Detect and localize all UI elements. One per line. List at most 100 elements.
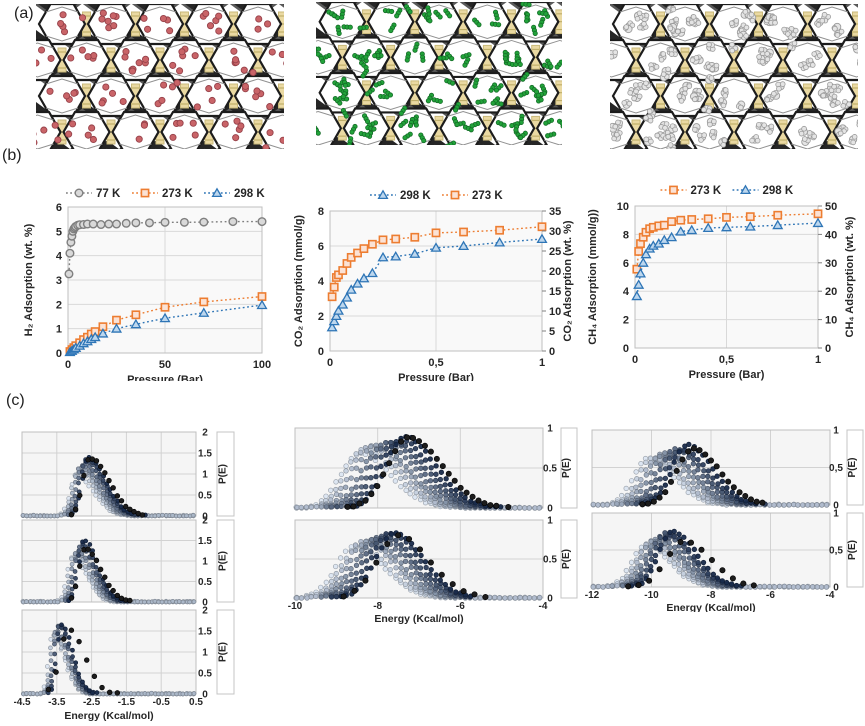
svg-text:6: 6 xyxy=(318,241,324,253)
svg-text:77 K: 77 K xyxy=(96,188,121,200)
svg-text:-10: -10 xyxy=(288,601,303,612)
svg-text:100: 100 xyxy=(253,359,271,371)
svg-text:P(E): P(E) xyxy=(218,642,229,662)
svg-text:-1.5: -1.5 xyxy=(118,697,136,708)
svg-text:30: 30 xyxy=(825,258,837,270)
svg-text:-8: -8 xyxy=(373,601,382,612)
svg-text:Pressure (Bar): Pressure (Bar) xyxy=(127,374,203,381)
svg-text:2: 2 xyxy=(202,516,208,527)
svg-text:5: 5 xyxy=(56,226,62,238)
svg-text:0: 0 xyxy=(632,354,638,366)
svg-text:Pressure (Bar): Pressure (Bar) xyxy=(398,372,474,381)
svg-text:2: 2 xyxy=(623,315,629,327)
co2-structure-svg xyxy=(316,2,562,145)
svg-text:10: 10 xyxy=(617,201,629,213)
svg-text:1: 1 xyxy=(56,324,62,336)
h2-isotherm-svg: 0 1 2 3 4 5 6 0 50 100 Pressure (Bar) H₂ Adsorption… xyxy=(23,187,271,381)
svg-text:0,5: 0,5 xyxy=(719,354,734,366)
svg-text:4: 4 xyxy=(318,276,325,288)
panel-b-label: (b) xyxy=(2,147,22,164)
svg-text:-4.5: -4.5 xyxy=(14,697,31,708)
svg-text:CO₂ Adsorption (wt. %): CO₂ Adsorption (wt. %) xyxy=(562,220,574,342)
svg-text:0: 0 xyxy=(547,504,553,515)
svg-text:P(E): P(E) xyxy=(847,540,858,560)
svg-text:H₂ Adsorption (wt. %): H₂ Adsorption (wt. %) xyxy=(23,223,35,336)
svg-text:30: 30 xyxy=(549,226,561,238)
svg-text:0,5: 0,5 xyxy=(829,463,843,474)
svg-text:273 K: 273 K xyxy=(472,190,503,202)
svg-text:0: 0 xyxy=(65,359,71,371)
svg-text:-0.5: -0.5 xyxy=(153,697,171,708)
svg-text:0: 0 xyxy=(547,594,553,605)
svg-text:2: 2 xyxy=(202,428,208,439)
svg-text:2: 2 xyxy=(202,606,208,617)
co2-structure-image xyxy=(316,2,562,145)
svg-text:-2.5: -2.5 xyxy=(83,697,101,708)
svg-text:298 K: 298 K xyxy=(234,188,265,200)
svg-text:35: 35 xyxy=(549,206,561,218)
svg-text:50: 50 xyxy=(159,359,171,371)
panel-c-label: (c) xyxy=(6,392,25,409)
svg-text:0: 0 xyxy=(833,501,839,512)
svg-text:P(E): P(E) xyxy=(847,458,858,478)
svg-text:1.5: 1.5 xyxy=(198,449,212,460)
svg-text:Energy (Kcal/mol): Energy (Kcal/mol) xyxy=(666,602,755,612)
svg-text:0: 0 xyxy=(56,348,62,360)
ch4-isotherm-chart: 0 2 4 6 8 10 0 0,5 1 0 10 20 30 40 50 Pressure (Bar) CH₄… xyxy=(585,178,863,381)
ch4-structure-image xyxy=(610,4,858,149)
ch4-energy-distribution-svg: 0 0,5 1 P(E) 0 0,5 1 P(E) -12 -10 -8 -6 -4 Energy (Kc… xyxy=(585,426,864,612)
svg-text:1.5: 1.5 xyxy=(198,536,212,547)
svg-text:P(E): P(E) xyxy=(561,549,572,569)
svg-text:50: 50 xyxy=(825,201,837,213)
svg-text:-3.5: -3.5 xyxy=(48,697,66,708)
svg-text:1: 1 xyxy=(539,357,545,369)
svg-text:0.5: 0.5 xyxy=(198,491,212,502)
svg-text:5: 5 xyxy=(549,326,555,338)
svg-text:10: 10 xyxy=(549,306,561,318)
h2-isotherm-chart: 0 1 2 3 4 5 6 0 50 100 Pressure (Bar) H₂ Adsorption… xyxy=(20,183,290,381)
svg-text:1: 1 xyxy=(547,424,553,435)
svg-text:1: 1 xyxy=(815,354,821,366)
svg-text:1: 1 xyxy=(202,648,208,659)
svg-text:0: 0 xyxy=(202,690,208,701)
svg-text:CH₄ Adsorption (mmol/g)): CH₄ Adsorption (mmol/g)) xyxy=(587,209,599,345)
svg-text:CO₂ Adsorption (mmol/g): CO₂ Adsorption (mmol/g) xyxy=(293,215,305,348)
svg-text:10: 10 xyxy=(825,315,837,327)
h2-structure-svg xyxy=(36,4,284,149)
svg-text:0: 0 xyxy=(825,343,831,355)
svg-text:1: 1 xyxy=(202,557,208,568)
co2-isotherm-chart: 0 2 4 6 8 0 0,5 1 0 5 10 15 20 25 30 35 Pressure (Bar) CO… xyxy=(292,183,580,381)
svg-text:Energy (Kcal/mol): Energy (Kcal/mol) xyxy=(64,710,153,722)
svg-text:0: 0 xyxy=(202,598,208,609)
svg-text:CH₄ Adsorption (wt. %): CH₄ Adsorption (wt. %) xyxy=(844,216,856,337)
h2-structure-image xyxy=(36,4,284,149)
svg-text:4: 4 xyxy=(623,286,630,298)
svg-text:1: 1 xyxy=(202,470,208,481)
svg-text:0: 0 xyxy=(623,343,629,355)
svg-text:-8: -8 xyxy=(707,590,716,601)
svg-text:1.5: 1.5 xyxy=(198,627,212,638)
svg-text:6: 6 xyxy=(56,202,62,214)
svg-text:1: 1 xyxy=(833,426,839,437)
svg-text:0.5: 0.5 xyxy=(189,697,203,708)
svg-text:-12: -12 xyxy=(585,590,600,601)
h2-energy-distribution-svg: 00.511.52P(E)00.511.52P(E)00.511.52P(E)-… xyxy=(14,428,235,722)
ch4-energy-distribution-charts: 0 0,5 1 P(E) 0 0,5 1 P(E) -12 -10 -8 -6 -4 Energy (Kc… xyxy=(585,402,865,612)
svg-text:20: 20 xyxy=(825,286,837,298)
svg-text:Pressure (Bar): Pressure (Bar) xyxy=(689,369,765,381)
svg-text:273 K: 273 K xyxy=(691,185,722,197)
svg-text:298 K: 298 K xyxy=(763,185,794,197)
svg-text:P(E): P(E) xyxy=(561,458,572,478)
svg-text:-10: -10 xyxy=(644,590,659,601)
svg-text:0: 0 xyxy=(833,583,839,594)
co2-energy-distribution-charts: 0 0.5 1 P(E) 0 0.5 1 P(E) -10 -8 -6 -4 Energy (Kcal/… xyxy=(288,402,580,624)
svg-text:0.5: 0.5 xyxy=(198,669,212,680)
svg-text:Energy (Kcal/mol): Energy (Kcal/mol) xyxy=(374,613,463,624)
svg-text:25: 25 xyxy=(549,246,561,258)
svg-text:0.5: 0.5 xyxy=(543,464,557,475)
panel-a-label: (a) xyxy=(14,5,34,22)
svg-text:0: 0 xyxy=(549,346,555,358)
